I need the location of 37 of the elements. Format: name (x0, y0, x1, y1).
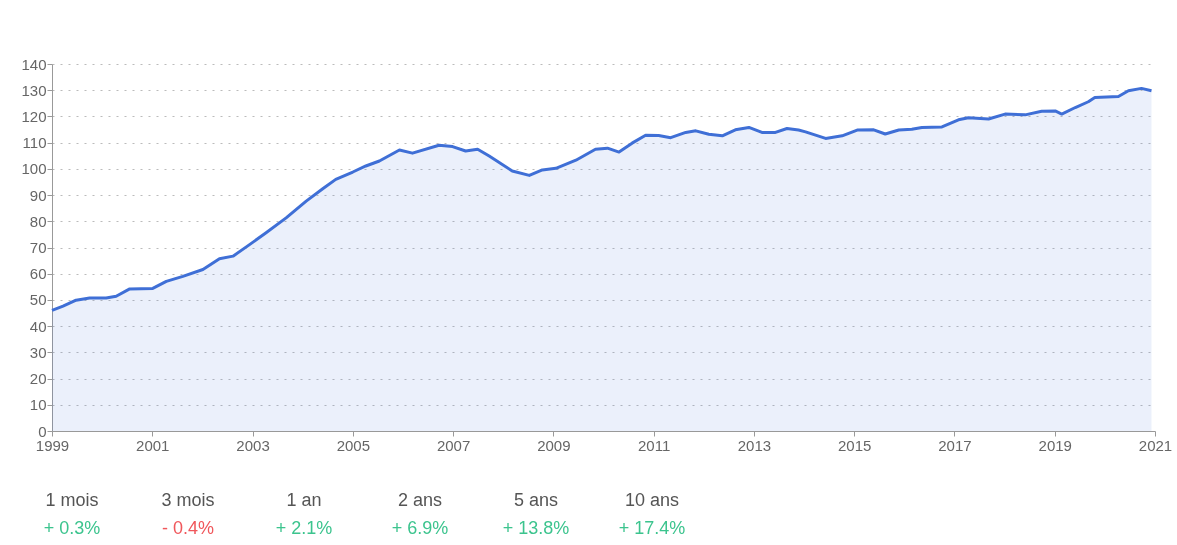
text: 10 ans (623, 490, 680, 512)
text: + 0.3% (42, 518, 102, 539)
x-tick-label: 2013 (737, 436, 772, 454)
text: 3 mois (160, 490, 216, 512)
x-tick-label: 2001 (136, 436, 170, 454)
text: - 0.4% (161, 518, 215, 539)
text: 1 an (285, 490, 323, 512)
y-tick-label: 130 (21, 81, 47, 99)
text: 1 mois (44, 490, 100, 512)
x-tick-label: 2011 (638, 436, 671, 454)
y-tick-label: 10 (29, 396, 47, 414)
y-tick-label: 40 (29, 317, 47, 335)
y-tick-label: 110 (22, 134, 47, 152)
y-tick-label: 90 (29, 186, 47, 204)
x-tick-label: 2003 (236, 436, 270, 454)
x-tick-label: 2015 (837, 436, 872, 454)
y-tick-label: 70 (29, 239, 47, 256)
text: + 2.1% (274, 518, 334, 539)
y-tick-label: 120 (21, 107, 47, 125)
x-tick-label: 2017 (938, 436, 972, 454)
x-tick-label: 2009 (537, 436, 571, 454)
y-tick-label: 100 (21, 160, 47, 178)
x-tick-label: 2005 (336, 436, 371, 454)
y-tick-label: 50 (29, 291, 47, 309)
text: + 17.4% (617, 518, 687, 539)
y-tick-label: 140 (21, 55, 47, 73)
x-tick-label: 2021 (1138, 436, 1173, 454)
y-tick-label: 30 (29, 343, 47, 361)
x-tick-label: 2019 (1038, 436, 1072, 454)
text: + 13.8% (501, 518, 571, 539)
y-tick-label: 80 (29, 212, 47, 230)
x-tick-label: 2007 (436, 436, 471, 454)
y-tick-label: 60 (29, 265, 47, 283)
text: 5 ans (512, 490, 559, 512)
text: + 6.9% (390, 518, 450, 539)
y-tick-label: 20 (29, 370, 47, 388)
text: 2 ans (396, 490, 443, 512)
